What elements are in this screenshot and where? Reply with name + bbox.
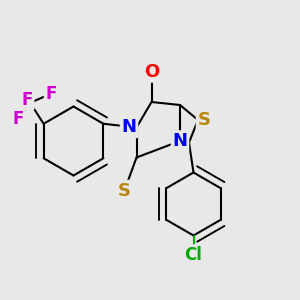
Text: F: F bbox=[12, 110, 24, 128]
Text: Cl: Cl bbox=[184, 246, 202, 264]
Text: F: F bbox=[21, 91, 33, 109]
Text: N: N bbox=[122, 118, 136, 136]
Text: N: N bbox=[172, 132, 188, 150]
Text: S: S bbox=[118, 182, 131, 200]
Text: O: O bbox=[144, 63, 159, 81]
Text: F: F bbox=[45, 85, 57, 103]
Text: S: S bbox=[197, 111, 211, 129]
